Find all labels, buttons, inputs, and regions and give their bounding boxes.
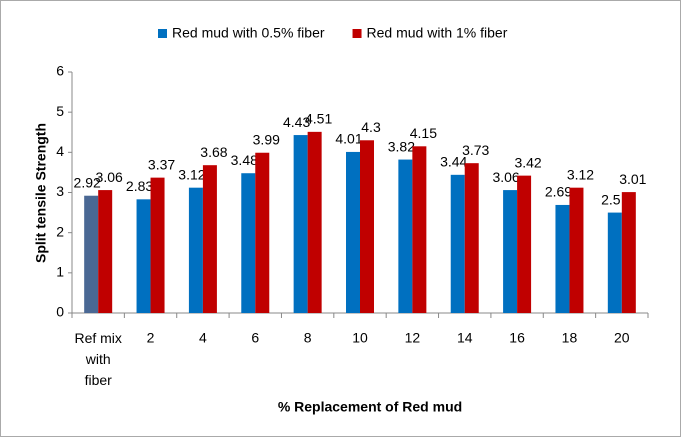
data-label: 3.82 (388, 138, 415, 154)
data-label: 3.99 (253, 131, 280, 147)
data-label: 4.3 (361, 119, 381, 135)
data-label: 3.06 (96, 169, 123, 185)
x-tick-label: 4 (199, 330, 207, 346)
data-label: 3.48 (231, 152, 258, 168)
x-tick-label: 8 (304, 330, 312, 346)
bar (307, 131, 322, 313)
x-axis-label: % Replacement of Red mud (278, 399, 462, 415)
bar (136, 199, 151, 313)
data-label: 4.15 (410, 125, 437, 141)
data-label: 3.12 (567, 166, 594, 182)
y-tick-label: 6 (56, 63, 64, 79)
bar (503, 190, 518, 313)
x-tick-label: 10 (352, 330, 368, 346)
data-label: 4.51 (305, 111, 332, 127)
x-tick-label: 18 (562, 330, 578, 346)
bar (241, 173, 256, 313)
bar (569, 187, 584, 313)
y-tick-label: 1 (56, 264, 64, 280)
bar (84, 195, 99, 313)
y-axis-label: Split tensile Strength (33, 123, 49, 263)
bar (517, 175, 532, 313)
data-label: 2.92 (74, 174, 101, 190)
data-label: 3.01 (619, 171, 646, 187)
data-label: 3.37 (148, 156, 175, 172)
legend-label: Red mud with 1% fiber (367, 25, 508, 41)
data-label: 3.06 (492, 169, 519, 185)
x-tick-label: 16 (509, 330, 525, 346)
legend-swatch (158, 29, 167, 38)
x-tick-label: 2 (147, 330, 155, 346)
y-tick-label: 5 (56, 103, 64, 119)
data-label: 3.12 (178, 166, 205, 182)
data-label: 3.73 (462, 142, 489, 158)
bar (607, 212, 622, 313)
bar (621, 192, 636, 313)
data-label: 4.01 (335, 131, 362, 147)
bar (255, 152, 270, 313)
data-label: 2.69 (545, 184, 572, 200)
data-label: 4.43 (283, 114, 310, 130)
x-tick-label: 20 (614, 330, 630, 346)
bar (555, 204, 570, 313)
data-label: 2.83 (126, 178, 153, 194)
data-label: 3.68 (200, 144, 227, 160)
y-tick-label: 2 (56, 223, 64, 239)
data-label: 3.44 (440, 154, 467, 170)
bar (398, 159, 413, 313)
bar (293, 135, 308, 313)
x-tick-label: 14 (457, 330, 473, 346)
data-label: 2.5 (601, 191, 621, 207)
bar (150, 177, 165, 313)
x-tick-label: 6 (251, 330, 259, 346)
y-tick-label: 0 (56, 304, 64, 320)
bar (464, 163, 479, 313)
x-tick-label: 12 (405, 330, 421, 346)
legend-label: Red mud with 0.5% fiber (172, 25, 325, 41)
legend-swatch (352, 29, 362, 38)
bar (98, 190, 113, 313)
y-tick-label: 3 (56, 183, 64, 199)
x-tick-label: Ref mix with fiber (74, 330, 121, 388)
bar (346, 151, 360, 313)
bar (360, 140, 374, 313)
bar (412, 146, 427, 313)
y-tick-label: 4 (56, 143, 64, 159)
bar (188, 187, 203, 313)
bar (450, 174, 465, 313)
data-label: 3.42 (514, 154, 541, 170)
bar (202, 165, 217, 313)
